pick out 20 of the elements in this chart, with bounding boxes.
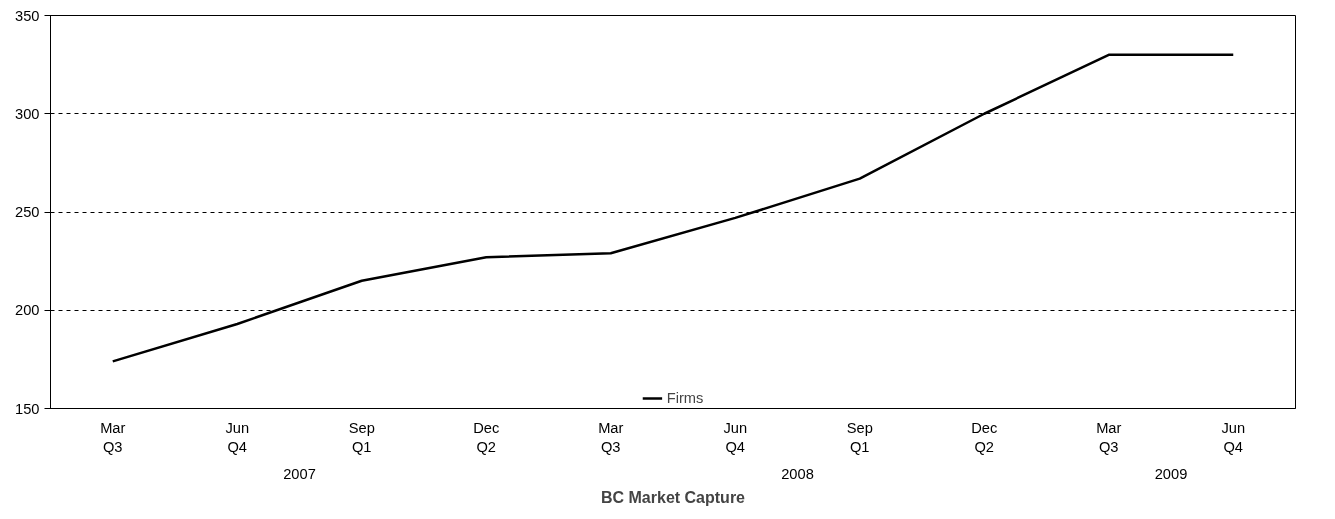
- y-tick-label: 150: [15, 400, 40, 417]
- y-tick-label: 200: [15, 302, 40, 319]
- x-tick-label: Jun Q4: [723, 419, 748, 455]
- y-tick-label: 350: [15, 7, 40, 24]
- y-tick-label: 300: [15, 105, 40, 122]
- x-tick-label: Dec Q2: [473, 419, 500, 455]
- text: 2008: [781, 465, 814, 482]
- x-tick-label: Jun Q4: [225, 419, 250, 455]
- text: 2007: [283, 465, 316, 482]
- y-tick-label: 250: [15, 204, 40, 220]
- x-tick-label: Sep Q1: [846, 419, 873, 455]
- x-tick-label: Jun Q4: [1221, 419, 1246, 455]
- x-tick-label: Dec Q2: [971, 419, 998, 455]
- x-tick-label: Sep Q1: [348, 419, 375, 455]
- text: 2009: [1154, 465, 1188, 482]
- text: BC Market Capture: [600, 488, 746, 506]
- x-tick-label: Mar Q3: [598, 419, 624, 455]
- x-tick-label: Mar Q3: [1096, 419, 1122, 455]
- legend-label: Firms: [666, 390, 704, 406]
- x-tick-label: Mar Q3: [100, 419, 126, 455]
